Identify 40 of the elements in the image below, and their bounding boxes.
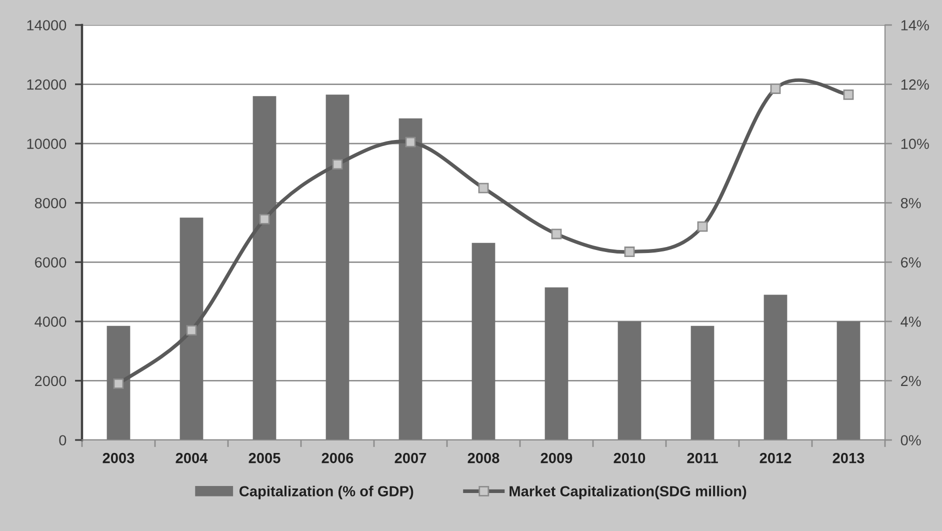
y-tick-label: 14000 [27,20,66,30]
y2-tick-label: 14% [901,20,929,30]
legend-label: Capitalization (% of GDP) [239,486,414,500]
x-tick-label: 2009 [540,452,572,464]
bar [544,287,568,440]
bar [764,294,788,440]
x-tick-label: 2011 [687,452,718,464]
bar [472,242,496,440]
x-tick-label: 2006 [322,452,354,464]
x-tick-label: 2004 [176,452,208,464]
x-tick-label: 2012 [760,452,792,464]
x-tick-label: 2005 [248,452,280,464]
bar [690,326,714,440]
bar [106,326,130,440]
y-tick-label: 6000 [35,257,66,268]
y-tick-label: 4000 [34,316,66,327]
y2-tick-label: 10% [901,138,929,149]
legend-label: Market Capitalization(SDG million) [510,486,746,500]
y-tick-label: 12000 [27,79,66,90]
y2-tick-label: 0% [900,435,921,446]
x-tick-label: 2013 [832,452,864,464]
y2-tick-label: 4% [900,316,921,327]
x-tick-label: 2003 [102,452,134,464]
bar [252,96,276,440]
x-tick-label: 2008 [468,452,500,464]
bar [618,321,642,440]
y-tick-label: 0 [59,435,66,446]
bar [326,94,350,440]
y-tick-label: 8000 [34,198,66,208]
x-tick-label: 2007 [394,452,426,464]
bar [836,321,860,440]
y2-tick-label: 8% [900,198,921,208]
y2-tick-label: 12% [901,79,929,90]
y-tick-label: 10000 [27,138,66,149]
y2-tick-label: 2% [901,376,921,386]
bar [180,218,204,440]
bar [398,118,422,440]
x-tick-label: 2010 [614,452,646,464]
y-tick-label: 2000 [35,376,66,386]
y2-tick-label: 6% [901,257,921,268]
